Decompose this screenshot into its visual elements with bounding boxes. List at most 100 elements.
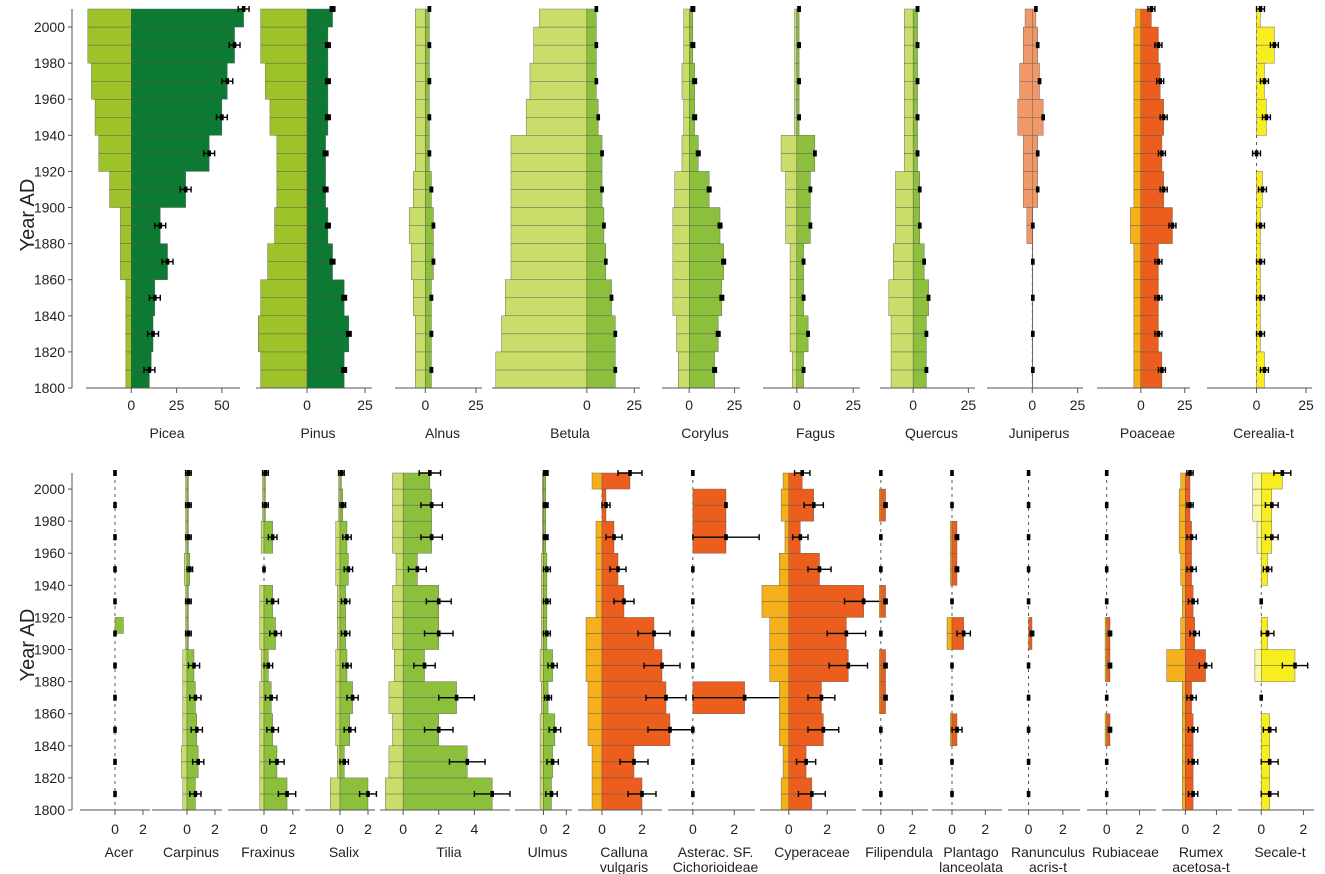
y-tick-label: 1980 xyxy=(34,513,65,529)
exaggeration-bar xyxy=(595,520,603,538)
sample-marker xyxy=(326,114,330,121)
sample-marker xyxy=(1160,150,1164,157)
sample-marker xyxy=(1026,662,1031,669)
sample-marker xyxy=(113,534,117,541)
sample-marker xyxy=(1037,78,1042,85)
sample-marker xyxy=(330,6,335,12)
exaggeration-bar xyxy=(388,697,404,714)
exaggeration-bar xyxy=(879,697,882,714)
value-bar xyxy=(306,207,329,226)
exaggeration-bar xyxy=(120,261,132,280)
value-bar xyxy=(788,472,803,490)
x-tick-label: 2 xyxy=(981,821,989,837)
exaggeration-bar xyxy=(672,225,690,244)
value-bar xyxy=(796,153,816,172)
panel-ranunculus-acris-t: 0 2 Ranunculus acris-t xyxy=(1008,470,1085,874)
exaggeration-bar xyxy=(893,261,914,280)
exaggeration-bar xyxy=(950,536,953,554)
exaggeration-bar xyxy=(890,333,914,353)
exaggeration-bar xyxy=(415,99,426,118)
panel-acer: 0 2 Acer xyxy=(80,470,150,860)
sample-marker xyxy=(811,502,816,509)
sample-marker xyxy=(879,566,883,573)
sample-marker xyxy=(797,6,801,12)
exaggeration-bar xyxy=(1133,44,1142,64)
value-bar xyxy=(425,8,430,28)
exaggeration-bar xyxy=(510,261,588,280)
exaggeration-bar xyxy=(415,315,426,335)
x-tick-label: 0 xyxy=(598,821,606,837)
exaggeration-bar xyxy=(1256,520,1262,538)
sample-marker xyxy=(427,150,432,157)
sample-marker xyxy=(545,630,549,637)
value-bar xyxy=(689,315,719,335)
sample-marker xyxy=(366,790,370,797)
value-bar xyxy=(788,761,807,779)
exaggeration-bar xyxy=(888,279,914,298)
x-tick-label: 0 xyxy=(183,821,191,837)
exaggeration-bar xyxy=(260,279,308,298)
exaggeration-bar xyxy=(785,225,798,244)
exaggeration-bar xyxy=(681,135,690,154)
exaggeration-bar xyxy=(794,99,798,118)
x-tick-label: 2 xyxy=(730,821,738,837)
value-bar xyxy=(1256,26,1275,46)
exaggeration-bar xyxy=(259,745,265,763)
exaggeration-bar xyxy=(510,171,588,190)
exaggeration-bar xyxy=(779,553,790,570)
y-tick-label: 2000 xyxy=(34,481,65,497)
sample-marker xyxy=(266,662,271,669)
exaggeration-bar xyxy=(125,297,132,317)
exaggeration-bar xyxy=(678,369,690,389)
exaggeration-bar xyxy=(585,665,603,682)
exaggeration-bar xyxy=(182,681,188,698)
value-bar xyxy=(1140,207,1173,226)
sample-marker xyxy=(691,566,695,573)
exaggeration-bar xyxy=(794,44,798,64)
sample-marker xyxy=(1035,186,1040,193)
exaggeration-bar xyxy=(539,713,544,730)
sample-marker xyxy=(193,694,198,701)
taxon-name: Juniperus xyxy=(1009,425,1070,441)
exaggeration-bar xyxy=(1133,99,1142,118)
exaggeration-bar xyxy=(1182,793,1186,811)
exaggeration-bar xyxy=(1182,713,1186,730)
exaggeration-bar xyxy=(495,351,588,371)
sample-marker xyxy=(1267,726,1272,733)
x-tick-label: 0 xyxy=(1257,821,1265,837)
x-tick-label: 0 xyxy=(1253,397,1261,413)
sample-marker xyxy=(1258,258,1263,265)
x-tick-label: 25 xyxy=(845,397,861,413)
sample-marker xyxy=(961,630,966,637)
value-bar xyxy=(788,697,822,714)
x-tick-label: 0 xyxy=(793,397,801,413)
taxon-name: Cyperaceae xyxy=(774,844,850,860)
value-bar xyxy=(306,315,350,335)
y-tick-label: 1960 xyxy=(34,91,65,107)
exaggeration-bar xyxy=(388,681,404,698)
value-bar xyxy=(402,633,439,650)
exaggeration-bar xyxy=(392,488,404,506)
sample-marker xyxy=(285,790,289,797)
exaggeration-bar xyxy=(505,297,588,317)
sample-marker xyxy=(691,726,695,733)
exaggeration-bar xyxy=(120,225,132,244)
exaggeration-bar xyxy=(676,333,690,353)
exaggeration-bar xyxy=(392,520,404,538)
sample-marker xyxy=(196,758,200,765)
value-bar xyxy=(402,713,439,730)
value-bar xyxy=(306,44,329,64)
sample-marker xyxy=(465,758,470,765)
exaggeration-bar xyxy=(258,333,308,353)
exaggeration-bar xyxy=(1133,261,1142,280)
value-bar xyxy=(131,153,210,172)
y-axes: 1800 1820 1840 1860 1880 1900 1920 1940 1960 1980… xyxy=(34,9,73,818)
exaggeration-bar xyxy=(950,520,953,538)
taxon-name: Plantago lanceolata xyxy=(939,844,1003,874)
value-bar xyxy=(263,793,288,811)
sample-marker xyxy=(742,694,747,701)
taxon-name: Acer xyxy=(105,844,134,860)
sample-marker xyxy=(113,790,117,797)
exaggeration-bar xyxy=(595,536,603,554)
sample-marker xyxy=(692,78,697,85)
